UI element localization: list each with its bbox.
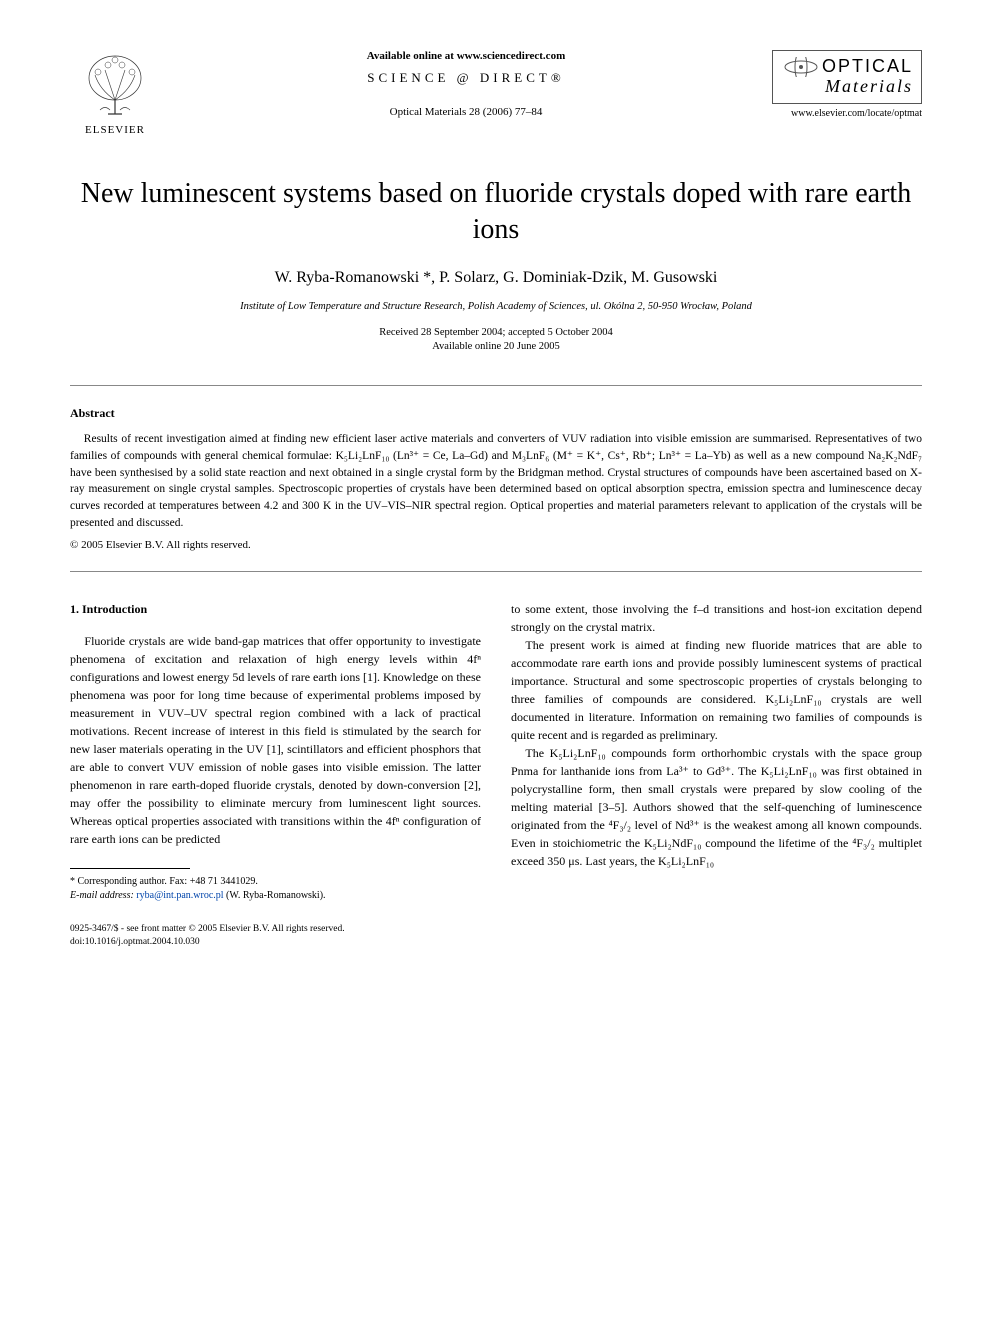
journal-name-line2: Materials [781, 77, 913, 97]
article-title: New luminescent systems based on fluorid… [70, 176, 922, 249]
journal-box: OPTICAL Materials [772, 50, 922, 104]
email-address[interactable]: ryba@int.pan.wroc.pl [136, 890, 223, 901]
optical-icon [781, 57, 821, 77]
separator-top [70, 385, 922, 386]
available-online-text: Available online at www.sciencedirect.co… [180, 50, 752, 62]
journal-reference: Optical Materials 28 (2006) 77–84 [180, 106, 752, 118]
footnote-separator [70, 868, 190, 869]
section-1-heading: 1. Introduction [70, 600, 481, 618]
body-columns: 1. Introduction Fluoride crystals are wi… [70, 600, 922, 903]
dates-received: Received 28 September 2004; accepted 5 O… [70, 326, 922, 341]
col2-para3: The K₅Li₂LnF₁₀ compounds form orthorhomb… [511, 744, 922, 870]
email-label: E-mail address: [70, 890, 134, 901]
column-right: to some extent, those involving the f–d … [511, 600, 922, 903]
separator-bottom [70, 571, 922, 572]
column-left: 1. Introduction Fluoride crystals are wi… [70, 600, 481, 903]
center-header: Available online at www.sciencedirect.co… [160, 50, 772, 118]
abstract-heading: Abstract [70, 406, 922, 421]
abstract-text: Results of recent investigation aimed at… [70, 431, 922, 531]
journal-box-container: OPTICAL Materials www.elsevier.com/locat… [772, 50, 922, 119]
publication-dates: Received 28 September 2004; accepted 5 O… [70, 326, 922, 355]
dates-online: Available online 20 June 2005 [70, 340, 922, 355]
authors-list: W. Ryba-Romanowski *, P. Solarz, G. Domi… [70, 269, 922, 287]
doi-line: doi:10.1016/j.optmat.2004.10.030 [70, 936, 922, 948]
bottom-info: 0925-3467/$ - see front matter © 2005 El… [70, 923, 922, 948]
affiliation: Institute of Low Temperature and Structu… [70, 301, 922, 312]
header-row: ELSEVIER Available online at www.science… [70, 50, 922, 136]
issn-line: 0925-3467/$ - see front matter © 2005 El… [70, 923, 922, 935]
col1-para1: Fluoride crystals are wide band-gap matr… [70, 632, 481, 848]
elsevier-logo: ELSEVIER [70, 50, 160, 136]
elsevier-text: ELSEVIER [70, 124, 160, 136]
journal-url: www.elsevier.com/locate/optmat [772, 108, 922, 119]
col2-para2: The present work is aimed at finding new… [511, 636, 922, 744]
email-author: (W. Ryba-Romanowski). [226, 890, 326, 901]
science-direct-logo: SCIENCE @ DIRECT® [180, 70, 752, 86]
elsevier-tree-icon [80, 50, 150, 120]
abstract-copyright: © 2005 Elsevier B.V. All rights reserved… [70, 539, 922, 551]
col2-para1: to some extent, those involving the f–d … [511, 600, 922, 636]
footnote-block: * Corresponding author. Fax: +48 71 3441… [70, 875, 481, 903]
email-line: E-mail address: ryba@int.pan.wroc.pl (W.… [70, 889, 481, 903]
corresponding-author: * Corresponding author. Fax: +48 71 3441… [70, 875, 481, 889]
